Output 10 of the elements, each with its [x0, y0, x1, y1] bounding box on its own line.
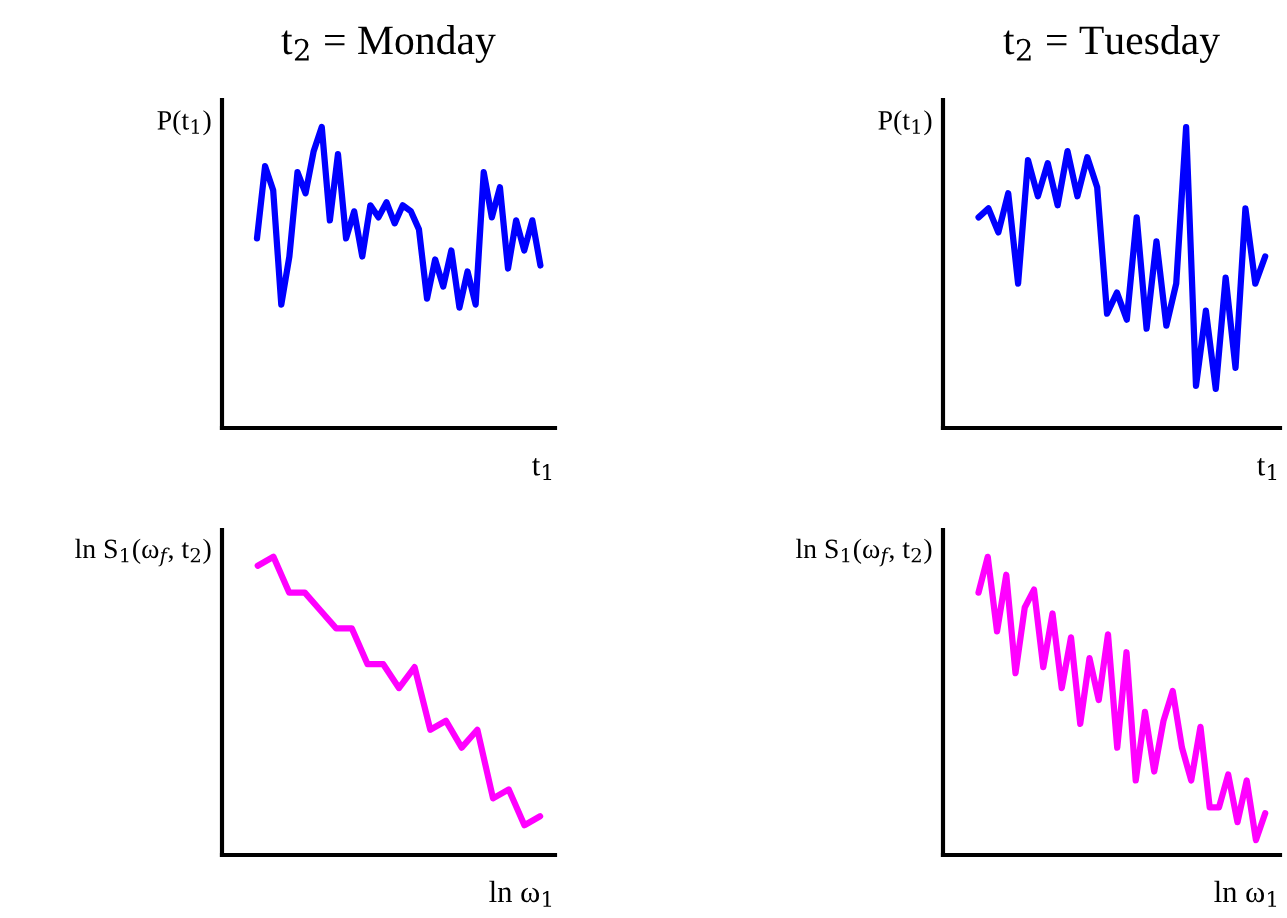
y-axis-title: ln S$_{1}$(ω$_{f}$, t$_{2}$): [75, 538, 211, 567]
x-axis-title: ln ω$_{1}$: [489, 880, 552, 907]
y-axis-title: P(t$_{1}$): [157, 110, 211, 136]
y-axis-title: P(t$_{1}$): [878, 110, 932, 136]
chart-title: t$_{2}$ = Tuesday: [1003, 25, 1220, 63]
x-axis-title: t$_{1}$: [532, 458, 552, 480]
chart-title: t$_{2}$ = Monday: [281, 25, 496, 63]
y-axis-title: ln S$_{1}$(ω$_{f}$, t$_{2}$): [795, 538, 932, 567]
x-axis-title: t$_{1}$: [1257, 458, 1277, 480]
x-axis-title: ln ω$_{1}$: [1214, 880, 1277, 907]
